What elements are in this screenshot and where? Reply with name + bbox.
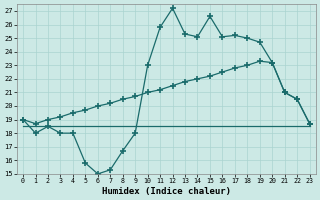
X-axis label: Humidex (Indice chaleur): Humidex (Indice chaleur) [102,187,231,196]
